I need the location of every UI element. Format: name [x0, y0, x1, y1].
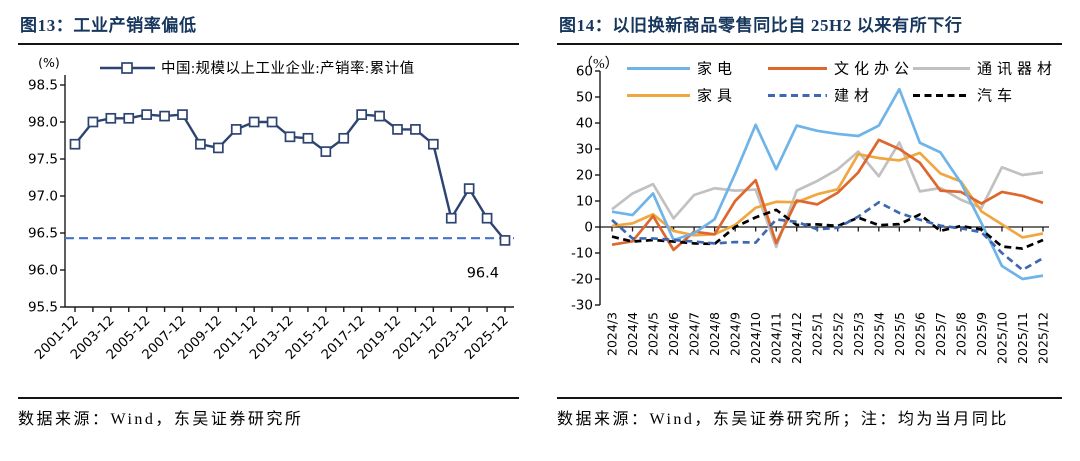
svg-text:家具: 家具 — [697, 88, 737, 105]
series-0 — [611, 87, 1044, 281]
legend: 中国:规模以上工业企业:产销率:累计值 — [100, 59, 415, 77]
svg-text:98.0: 98.0 — [28, 115, 58, 131]
svg-text:汽车: 汽车 — [977, 88, 1017, 105]
svg-text:97.5: 97.5 — [28, 152, 58, 168]
svg-text:2024/9: 2024/9 — [728, 312, 743, 356]
unit-label: （%） — [579, 56, 619, 72]
svg-text:2024/8: 2024/8 — [707, 312, 722, 356]
svg-text:2024/4: 2024/4 — [625, 312, 640, 356]
svg-text:2025/12: 2025/12 — [1036, 312, 1051, 364]
figure-14-footer: 数据来源：Wind，东吴证券研究所；注：均为当月同比 — [557, 397, 1062, 433]
last-value-annotation: 96.4 — [467, 266, 499, 282]
svg-text:2025/7: 2025/7 — [933, 312, 948, 356]
svg-text:50: 50 — [576, 90, 593, 106]
svg-text:2025/11: 2025/11 — [1015, 312, 1030, 364]
x-axis — [65, 306, 514, 312]
svg-text:2025/8: 2025/8 — [953, 312, 968, 356]
figure-14-panel: 图14：以旧换新商品零售同比自 25H2 以来有所下行 -30 -20 -10 0 10… — [557, 8, 1062, 433]
svg-text:2024/3: 2024/3 — [605, 312, 620, 356]
svg-text:2025/6: 2025/6 — [912, 312, 927, 356]
svg-text:2025/9: 2025/9 — [974, 312, 989, 356]
figure-13-panel: 图13：工业产销率偏低 95.5 96.0 96.5 97.0 97.5 98.0 98.5… — [18, 8, 519, 433]
svg-text:2024/12: 2024/12 — [789, 312, 804, 364]
series-5 — [611, 208, 1044, 250]
svg-text:30: 30 — [576, 142, 593, 158]
y-tick-labels: 95.5 96.0 96.5 97.0 97.5 98.0 98.5 — [28, 78, 58, 316]
svg-text:2025/2: 2025/2 — [830, 312, 845, 356]
figure-14-source-text: 数据来源：Wind，东吴证券研究所；注：均为当月同比 — [557, 411, 1009, 428]
figure-13-source-text: 数据来源：Wind，东吴证券研究所 — [18, 411, 304, 428]
svg-text:96.5: 96.5 — [28, 226, 58, 242]
y-axis — [60, 75, 66, 308]
svg-text:2024/10: 2024/10 — [748, 312, 763, 364]
figure-14-title: 图14：以旧换新商品零售同比自 25H2 以来有所下行 — [557, 8, 1062, 45]
svg-text:文化办公: 文化办公 — [834, 61, 914, 78]
svg-text:20: 20 — [576, 168, 593, 184]
svg-text:2025/1: 2025/1 — [810, 312, 825, 356]
series-0 — [69, 109, 511, 246]
svg-text:97.0: 97.0 — [28, 189, 58, 205]
svg-text:10: 10 — [576, 194, 593, 210]
svg-text:2024/7: 2024/7 — [687, 312, 702, 356]
svg-text:0: 0 — [584, 220, 593, 236]
svg-text:95.5: 95.5 — [28, 300, 58, 316]
series-1 — [611, 138, 1044, 252]
series-4 — [611, 200, 1044, 272]
legend-marker-icon — [121, 62, 133, 74]
svg-text:60: 60 — [576, 64, 593, 80]
svg-text:40: 40 — [576, 116, 593, 132]
svg-text:2025/10: 2025/10 — [994, 312, 1009, 364]
svg-text:家电: 家电 — [697, 61, 737, 78]
unit-label: (%) — [38, 55, 60, 70]
svg-text:2024/5: 2024/5 — [646, 312, 661, 356]
svg-text:-30: -30 — [571, 298, 593, 314]
svg-text:2024/6: 2024/6 — [666, 312, 681, 356]
svg-text:96.0: 96.0 — [28, 263, 58, 279]
svg-text:2025/4: 2025/4 — [871, 312, 886, 356]
svg-text:2024/11: 2024/11 — [769, 312, 784, 364]
y-tick-labels: -30 -20 -10 0 10 20 30 40 50 60 — [571, 64, 593, 314]
x-tick-labels: 2001-122003-122005-122007-122009-122011-… — [32, 313, 512, 363]
svg-text:2025/5: 2025/5 — [892, 312, 907, 356]
figure-13-title: 图13：工业产销率偏低 — [18, 8, 519, 45]
svg-text:-20: -20 — [571, 272, 593, 288]
svg-text:建材: 建材 — [834, 88, 874, 105]
x-tick-labels: 2024/3 2024/4 2024/5 2024/6 2024/7 2024/8 2024… — [605, 312, 1051, 364]
svg-text:98.5: 98.5 — [28, 78, 58, 94]
svg-text:通讯器材: 通讯器材 — [977, 61, 1057, 78]
figure-13-footer: 数据来源：Wind，东吴证券研究所 — [18, 397, 519, 433]
svg-text:-10: -10 — [571, 246, 593, 262]
y-axis — [595, 70, 601, 306]
figure-13-chart: 95.5 96.0 96.5 97.0 97.5 98.0 98.5 (%) 2001-1220… — [28, 55, 514, 363]
svg-text:2025/3: 2025/3 — [851, 312, 866, 356]
svg-text:中国:规模以上工业企业:产销率:累计值: 中国:规模以上工业企业:产销率:累计值 — [161, 59, 415, 77]
